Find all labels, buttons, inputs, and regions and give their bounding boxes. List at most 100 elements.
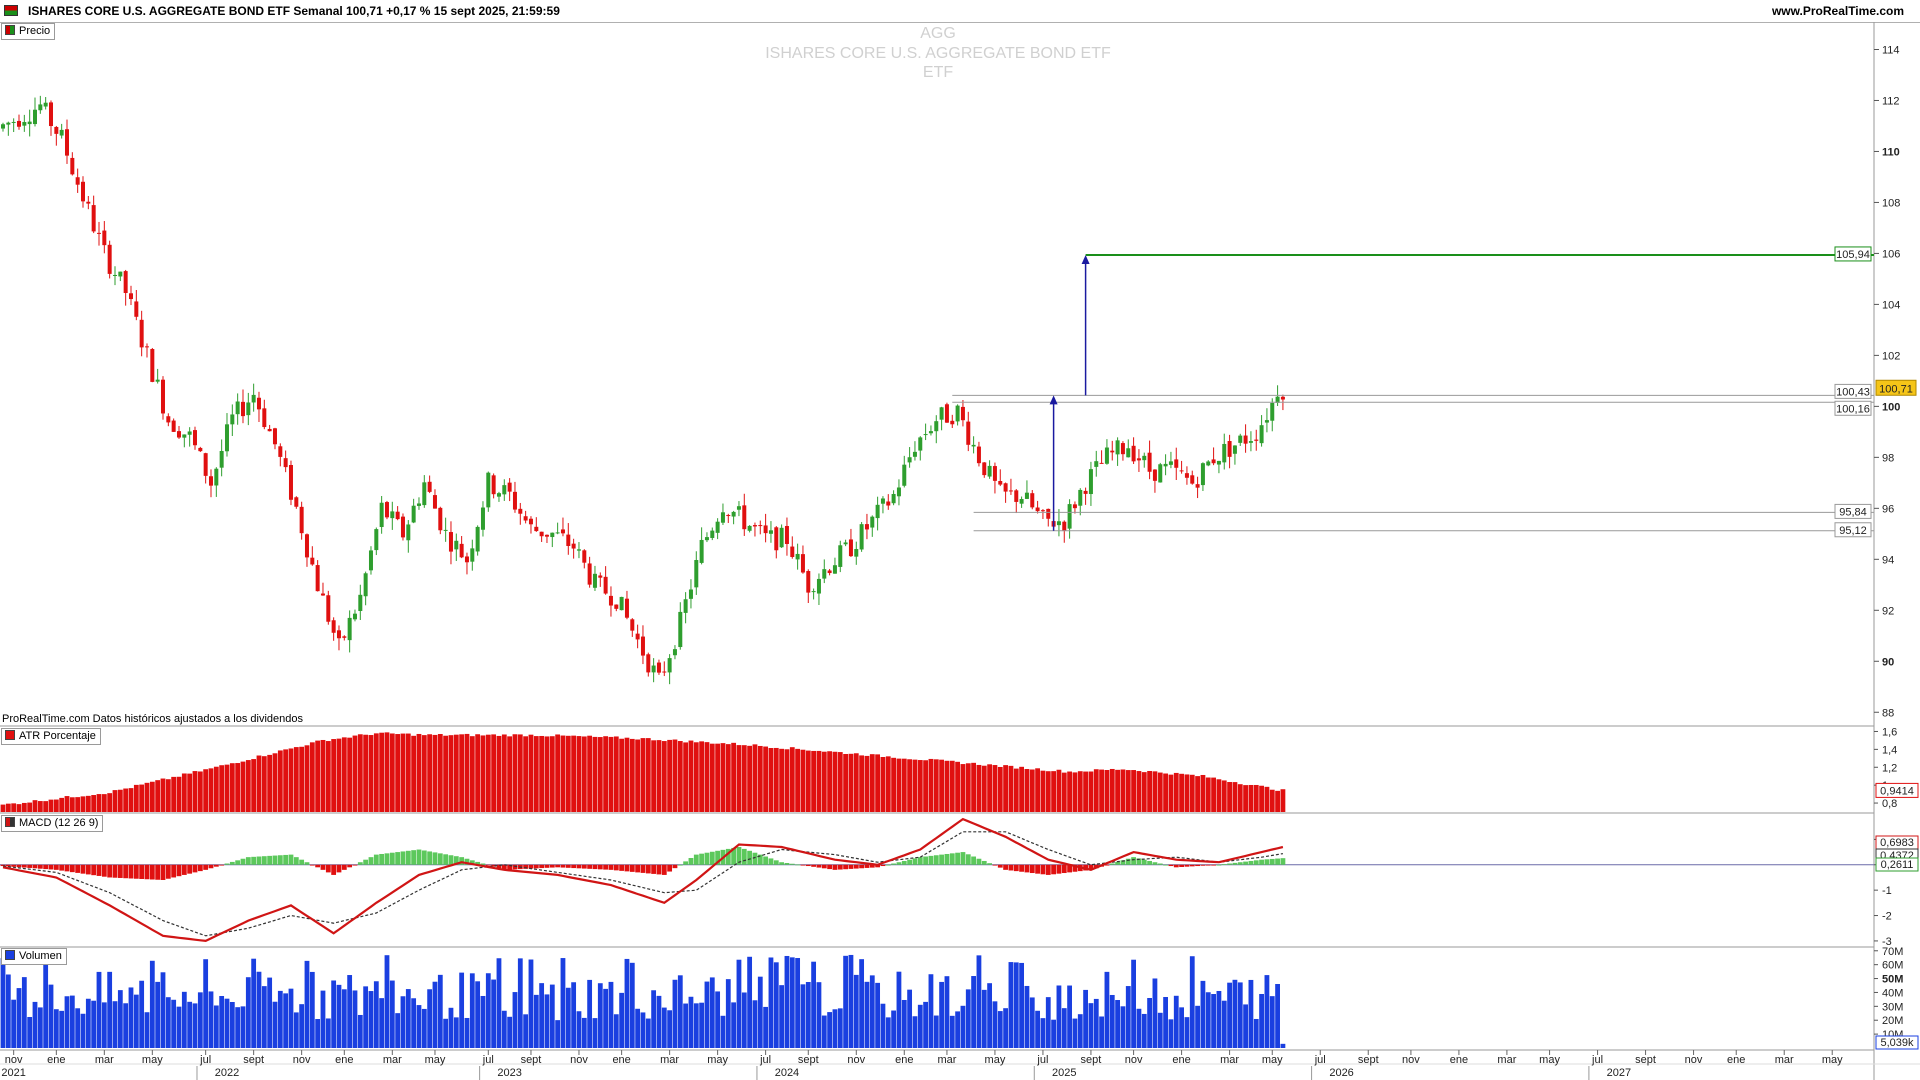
macd-hist-bar	[491, 864, 497, 867]
macd-hist-bar	[171, 864, 177, 878]
candle-body	[838, 545, 843, 567]
time-axis-month: mar	[1220, 1054, 1239, 1066]
macd-hist-bar	[91, 864, 97, 876]
macd-hist-bar	[736, 847, 742, 865]
macd-hist-bar	[224, 863, 230, 865]
macd-hist-bar	[208, 864, 214, 869]
atr-bar	[757, 745, 763, 812]
macd-hist-bar	[1205, 864, 1211, 866]
volume-bar	[1152, 978, 1158, 1048]
candle-body	[470, 548, 475, 562]
macd-hist-bar	[299, 859, 305, 865]
volume-bar	[613, 1014, 619, 1048]
volume-bar	[1269, 996, 1275, 1048]
atr-bar	[768, 748, 774, 812]
atr-bar	[928, 758, 934, 812]
candle-body	[187, 431, 192, 435]
atr-bar	[1093, 769, 1099, 812]
volume-bar	[699, 1002, 705, 1048]
atr-bar	[416, 733, 422, 812]
atr-bar	[1280, 789, 1286, 812]
volume-bar	[448, 1007, 454, 1048]
volume-bar	[997, 1011, 1003, 1048]
macd-hist-bar	[427, 851, 433, 865]
time-axis-month: sept	[521, 1054, 542, 1066]
candle-body	[720, 512, 725, 523]
macd-hist-bar	[389, 852, 395, 865]
macd-hist-bar	[101, 864, 107, 877]
candle-body	[811, 591, 816, 593]
macd-hist-bar	[912, 858, 918, 865]
atr-bar	[1051, 771, 1057, 812]
atr-bar	[1040, 770, 1046, 812]
atr-bar	[747, 745, 753, 812]
volume-bar	[128, 987, 134, 1048]
candle-body	[443, 529, 448, 531]
candle-body	[507, 482, 512, 492]
volume-bar	[795, 958, 801, 1048]
time-axis-month: ene	[335, 1054, 353, 1066]
macd-hist-bar	[747, 850, 753, 865]
atr-bar	[853, 753, 859, 812]
macd-hist-bar	[160, 864, 166, 880]
price-axis-label: 106	[1882, 248, 1900, 260]
time-axis-month: jul	[1036, 1054, 1048, 1066]
price-axis-label: 104	[1882, 299, 1900, 311]
macd-hist-bar	[613, 864, 619, 871]
atr-bar	[555, 734, 561, 812]
candle-body	[208, 476, 213, 486]
volume-bar	[1125, 986, 1131, 1048]
volume-panel-label[interactable]: Volumen	[1, 948, 67, 965]
volume-bar	[1147, 997, 1152, 1048]
candle-body	[1222, 443, 1227, 463]
volume-bar	[21, 977, 27, 1048]
volume-bar	[773, 962, 779, 1048]
candle-body	[518, 508, 523, 514]
candle-body	[384, 502, 389, 518]
atr-bar	[571, 735, 577, 812]
atr-bar	[59, 797, 65, 812]
macd-hist-bar	[261, 856, 267, 865]
candle-body	[235, 401, 240, 415]
macd-hist-bar	[971, 856, 977, 865]
volume-bar	[1061, 1008, 1067, 1048]
volume-bar	[96, 971, 102, 1048]
level-tag: 95,84	[1839, 506, 1867, 518]
atr-bar	[789, 747, 795, 812]
atr-panel-title: ATR Porcentaje	[19, 730, 96, 742]
macd-hist-bar	[37, 864, 43, 869]
volume-axis-label: 40M	[1882, 987, 1903, 999]
atr-bar	[389, 733, 395, 812]
atr-bar	[176, 776, 182, 812]
brand-link[interactable]: www.ProRealTime.com	[1771, 4, 1904, 18]
time-axis-month: mar	[1775, 1054, 1794, 1066]
volume-bar	[384, 955, 390, 1048]
volume-bar	[965, 989, 971, 1048]
volume-bar	[1040, 1018, 1046, 1048]
atr-bar	[565, 735, 571, 812]
atr-bar	[1029, 769, 1035, 812]
candle-body	[374, 529, 379, 551]
macd-signal-line	[2, 831, 1284, 937]
price-panel-label[interactable]: Precio	[1, 23, 56, 40]
atr-bar	[955, 761, 961, 812]
volume-bar	[1024, 985, 1030, 1048]
atr-panel-label[interactable]: ATR Porcentaje	[1, 728, 101, 745]
volume-bar	[133, 994, 139, 1048]
candle-body	[139, 319, 144, 348]
atr-bar	[85, 795, 91, 812]
atr-bar	[1184, 774, 1190, 812]
volume-bar	[1003, 1008, 1009, 1048]
candle-body	[224, 424, 229, 452]
candle-body	[534, 526, 539, 532]
time-axis-month: may	[142, 1054, 163, 1066]
atr-bar	[464, 733, 470, 812]
candle-body	[864, 524, 869, 530]
atr-bar	[27, 802, 33, 812]
volume-bar	[944, 976, 950, 1048]
macd-panel-label[interactable]: MACD (12 26 9)	[1, 815, 104, 832]
volume-bar	[688, 996, 694, 1048]
level-tag-box	[1834, 503, 1872, 519]
macd-hist-bar	[1195, 864, 1200, 867]
